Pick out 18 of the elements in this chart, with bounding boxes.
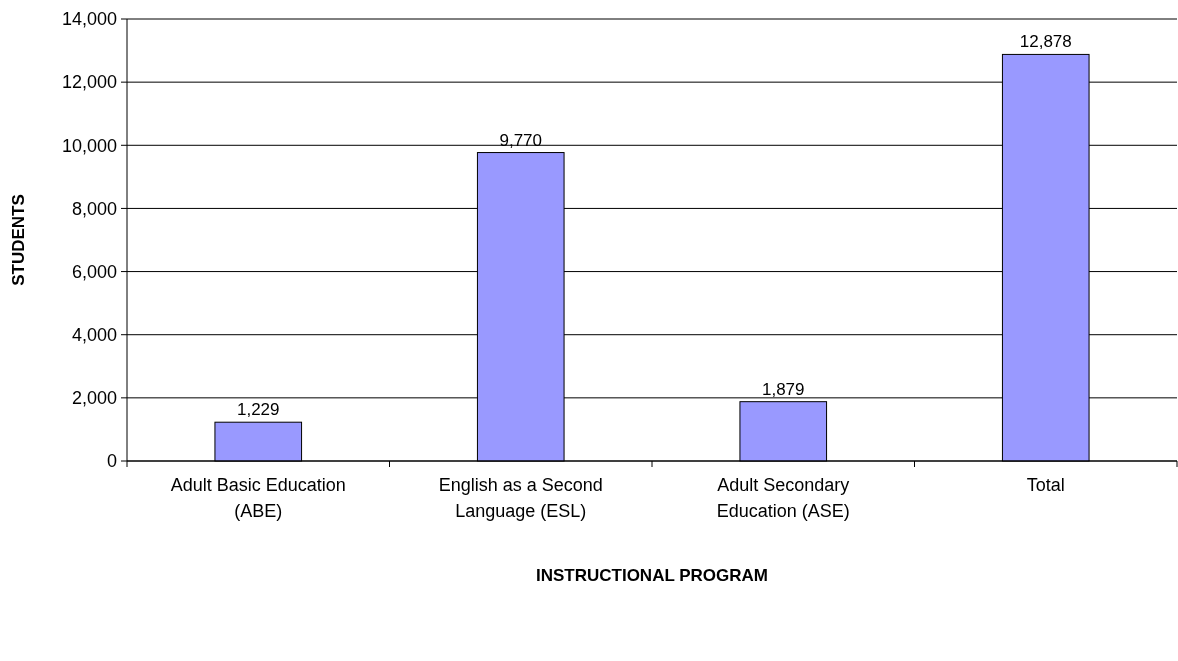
y-axis-title: STUDENTS [9, 194, 28, 286]
data-label: 12,878 [1019, 32, 1072, 52]
x-tick-label: English as a Second Language (ESL) [438, 475, 603, 521]
y-tick-label: 12,000 [61, 72, 117, 93]
x-axis-title: INSTRUCTIONAL PROGRAM [535, 566, 769, 585]
y-tick-label: 6,000 [71, 261, 117, 282]
y-tick-label: 10,000 [61, 135, 117, 156]
x-tick-label: Adult Basic Education (ABE) [170, 475, 346, 521]
y-tick-label: 2,000 [71, 388, 117, 409]
data-label: 9,770 [499, 130, 543, 150]
y-tick-label: 0 [106, 451, 117, 472]
x-tick-label: Total [1026, 475, 1065, 495]
data-label: 1,229 [236, 400, 280, 420]
y-tick-label: 8,000 [71, 198, 117, 219]
x-tick-label: Adult Secondary Education (ASE) [716, 475, 850, 521]
data-label: 1,879 [761, 379, 805, 399]
y-tick-label: 14,000 [61, 9, 117, 30]
y-tick-label: 4,000 [71, 325, 117, 346]
